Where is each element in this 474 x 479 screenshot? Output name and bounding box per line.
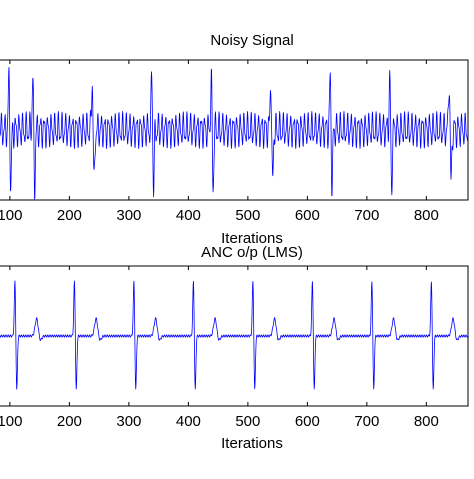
x-tick-label: 300: [116, 207, 141, 224]
x-tick-label: 600: [295, 207, 320, 224]
x-tick-label: 800: [414, 207, 439, 224]
x-tick-label: 700: [354, 207, 379, 224]
x-axis-label: Iterations: [221, 230, 283, 247]
x-tick-label: 200: [57, 207, 82, 224]
x-axis-ticks: 100 200 300 400 500 600 700 800: [0, 266, 439, 430]
subplot-title: Noisy Signal: [210, 32, 293, 49]
axes-frame: [0, 59, 469, 201]
x-tick-label: 400: [176, 413, 201, 430]
x-tick-label: 500: [235, 413, 260, 430]
x-axis-ticks: 100 200 300 400 500 600 700 800: [0, 60, 439, 224]
subplot-title: ANC o/p (LMS): [201, 244, 303, 261]
x-tick-label: 100: [0, 413, 22, 430]
subplot-anc-output: ANC o/p (LMS) 100 200 300 400 500 600 700 800 I…: [0, 244, 469, 452]
x-tick-label: 300: [116, 413, 141, 430]
subplot-noisy-signal: Noisy Signal 100 200 300 400 500 600 700 800 It…: [0, 32, 469, 247]
x-axis-label: Iterations: [221, 435, 283, 452]
x-tick-label: 500: [235, 207, 260, 224]
x-tick-label: 600: [295, 413, 320, 430]
x-tick-label: 400: [176, 207, 201, 224]
x-tick-label: 100: [0, 207, 22, 224]
series-line-anc-output: [0, 280, 469, 390]
x-tick-label: 800: [414, 413, 439, 430]
x-tick-label: 700: [354, 413, 379, 430]
series-line-noisy-signal: [0, 66, 469, 200]
x-tick-label: 200: [57, 413, 82, 430]
